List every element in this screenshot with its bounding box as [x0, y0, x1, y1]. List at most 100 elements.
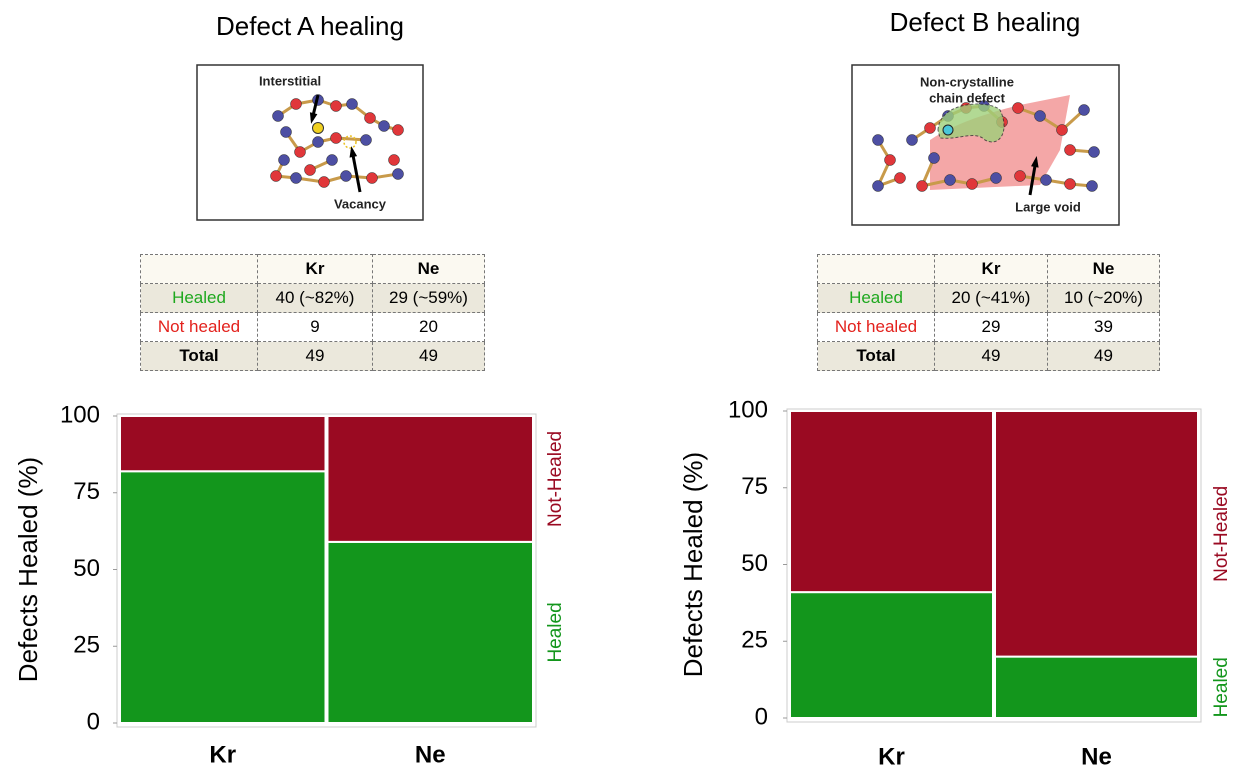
- row-label: Total: [141, 342, 258, 371]
- atom: [319, 177, 330, 188]
- atom: [925, 123, 936, 134]
- atom: [967, 179, 978, 190]
- illustration-label: Large void: [1015, 199, 1081, 214]
- y-tick-label: 0: [755, 703, 768, 730]
- x-tick-label: Kr: [209, 741, 236, 768]
- table-cell: 20 (~41%): [935, 284, 1048, 313]
- atom: [1057, 125, 1068, 136]
- atom: [313, 137, 324, 148]
- table-cell: 49: [1048, 342, 1160, 371]
- table-cell: 9: [258, 313, 373, 342]
- atom: [1065, 179, 1076, 190]
- y-tick-label: 75: [73, 478, 100, 505]
- interstitial-atom: [313, 123, 324, 134]
- atom: [327, 155, 338, 166]
- page: {"chart_data": [ {"type": "bar", "stacke…: [0, 0, 1236, 769]
- y-tick-label: 25: [741, 627, 768, 654]
- bar-segment: [328, 416, 534, 542]
- atom: [379, 121, 390, 132]
- atom: [279, 155, 290, 166]
- table-cell: 29: [935, 313, 1048, 342]
- atom: [367, 173, 378, 184]
- y-tick-label: 0: [87, 708, 100, 735]
- legend-label: Healed: [1211, 657, 1232, 717]
- row-label: Not healed: [818, 313, 935, 342]
- atom: [331, 101, 342, 112]
- bar-segment: [120, 471, 326, 723]
- atom: [1065, 145, 1076, 156]
- y-tick-label: 50: [741, 550, 768, 577]
- y-axis-label: Defects Healed (%): [678, 452, 708, 677]
- atom: [1035, 111, 1046, 122]
- x-tick-label: Ne: [415, 741, 446, 768]
- atom: [873, 135, 884, 146]
- y-tick-label: 100: [60, 401, 100, 428]
- x-tick-label: Kr: [878, 743, 905, 769]
- atom: [281, 127, 292, 138]
- atom: [295, 147, 306, 158]
- legend-label: Healed: [545, 602, 566, 662]
- table-cell: 10 (~20%): [1048, 284, 1160, 313]
- legend-label: Not-Healed: [545, 431, 566, 527]
- atom: [389, 155, 400, 166]
- table-cell: 49: [258, 342, 373, 371]
- panel-title: Defect B healing: [890, 7, 1081, 37]
- illustration-label: Interstitial: [259, 73, 321, 88]
- atom: [991, 173, 1002, 184]
- atom: [1089, 147, 1100, 158]
- atom: [365, 113, 376, 124]
- row-label: Total: [818, 342, 935, 371]
- table-cell: 49: [935, 342, 1048, 371]
- atom: [1013, 103, 1024, 114]
- row-label: Not healed: [141, 313, 258, 342]
- atom: [273, 111, 284, 122]
- chain-atom: [943, 125, 953, 135]
- atom: [341, 171, 352, 182]
- row-label: Healed: [141, 284, 258, 313]
- atom: [1087, 181, 1098, 192]
- atom: [929, 153, 940, 164]
- illustration-label: chain defect: [929, 90, 1006, 105]
- y-tick-label: 100: [728, 396, 768, 423]
- atom: [907, 135, 918, 146]
- atom: [917, 181, 928, 192]
- x-tick-label: Ne: [1081, 743, 1112, 769]
- y-axis-label: Defects Healed (%): [13, 457, 43, 682]
- atom: [305, 165, 316, 176]
- illustration-label: Non-crystalline: [920, 74, 1014, 89]
- y-tick-label: 25: [73, 632, 100, 659]
- bar-segment: [790, 592, 993, 718]
- y-tick-label: 75: [741, 473, 768, 500]
- atom: [1041, 175, 1052, 186]
- atom: [291, 173, 302, 184]
- bar-segment: [328, 542, 534, 723]
- column-header: Kr: [258, 255, 373, 284]
- column-header: Ne: [373, 255, 485, 284]
- atom: [1015, 171, 1026, 182]
- atom: [291, 99, 302, 110]
- atom: [393, 169, 404, 180]
- atom: [361, 135, 372, 146]
- table-cell: 39: [1048, 313, 1160, 342]
- bar-segment: [995, 657, 1198, 718]
- table-cell: 29 (~59%): [373, 284, 485, 313]
- atom: [945, 175, 956, 186]
- bar-segment: [790, 411, 993, 592]
- table-row: Not healed920: [141, 313, 485, 342]
- atom: [347, 99, 358, 110]
- panel-title: Defect A healing: [216, 11, 404, 41]
- atom: [1079, 105, 1090, 116]
- figure: Defect A healingInterstitialVacancy02550…: [0, 0, 1236, 769]
- legend-label: Not-Healed: [1211, 486, 1232, 582]
- atom: [885, 155, 896, 166]
- bar-segment: [995, 411, 1198, 657]
- column-header: Kr: [935, 255, 1048, 284]
- bar-segment: [120, 416, 326, 471]
- atom: [271, 171, 282, 182]
